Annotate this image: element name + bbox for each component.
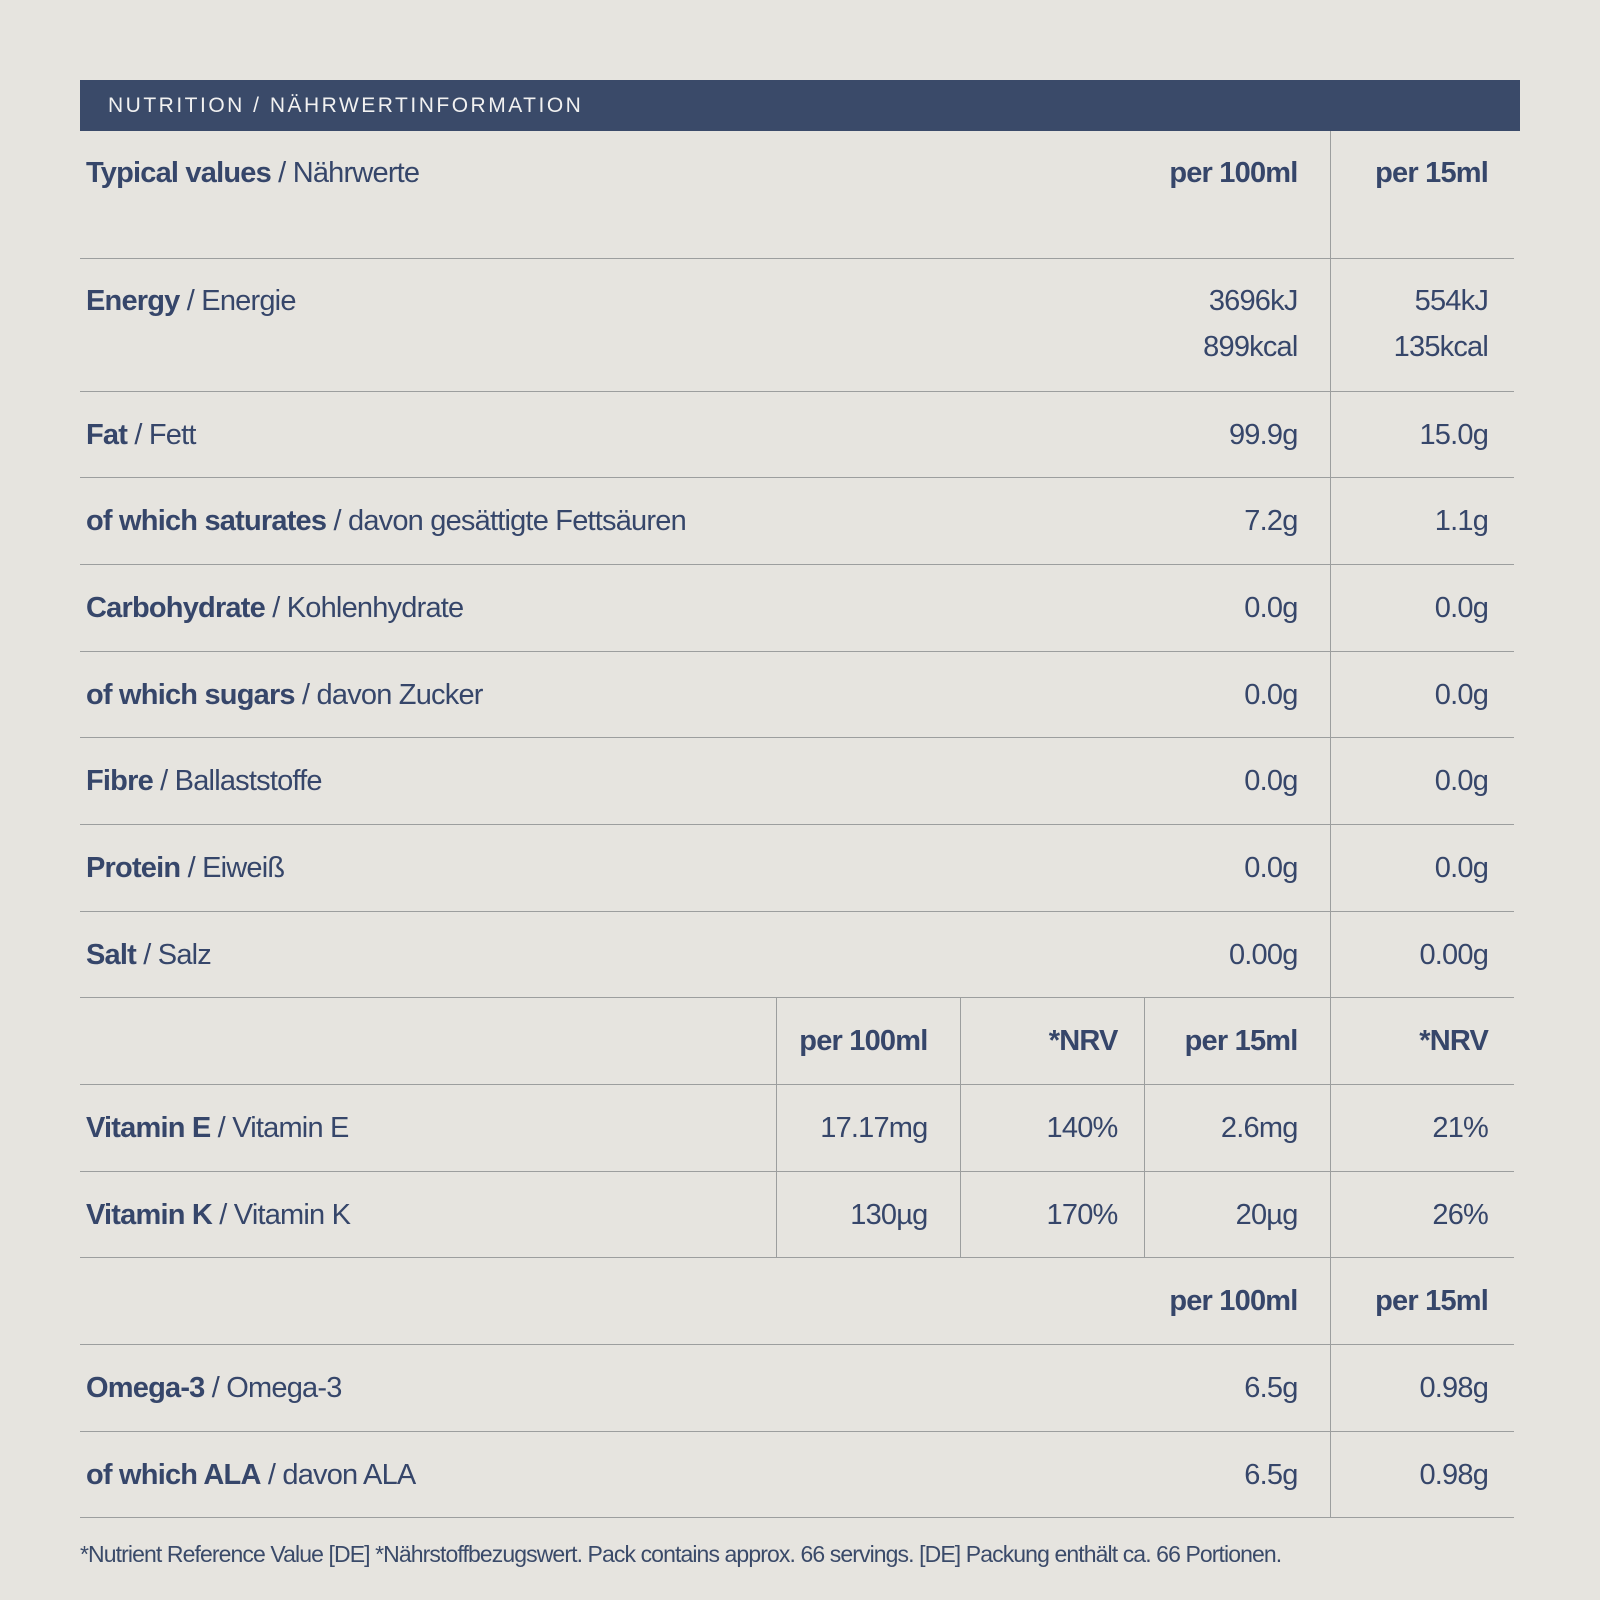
table-row: Fat / Fett 99.9g 15.0g <box>80 391 1515 479</box>
value-per-100ml: 7.2g <box>1144 477 1331 565</box>
row-label: Typical values / Nährwerte <box>80 131 1145 259</box>
table-row: of which ALA / davon ALA 6.5g 0.98g <box>80 1431 1515 1519</box>
value-per-15ml: 0.98g <box>1329 1431 1515 1519</box>
col-header-per-15ml: per 15ml <box>1143 997 1331 1085</box>
table-row: Protein / Eiweiß 0.0g 0.0g <box>80 824 1515 912</box>
section-header: NUTRITION / NÄHRWERTINFORMATION <box>80 80 1520 131</box>
value-nrv: 170% <box>959 1171 1145 1259</box>
table-row: Salt / Salz 0.00g 0.00g <box>80 911 1515 999</box>
row-label: Fat / Fett <box>80 391 1145 479</box>
value-per-100ml: 0.0g <box>1144 737 1331 825</box>
table-row: Vitamin E / Vitamin E 17.17mg 140% 2.6mg… <box>80 1084 1515 1172</box>
value-per-15ml: 0.0g <box>1329 564 1515 652</box>
col-header-per-100ml: per 100ml <box>775 997 960 1085</box>
table-row: of which saturates / davon gesättigte Fe… <box>80 477 1515 565</box>
vitamin-header-row: per 100ml *NRV per 15ml *NRV <box>80 997 1515 1085</box>
row-label: Vitamin E / Vitamin E <box>80 1084 776 1172</box>
table-row: Fibre / Ballaststoffe 0.0g 0.0g <box>80 737 1515 825</box>
row-label: Protein / Eiweiß <box>80 824 1145 912</box>
value-per-15ml: 15.0g <box>1329 391 1515 479</box>
value-per-100ml: 0.00g <box>1144 911 1331 999</box>
row-label: Vitamin K / Vitamin K <box>80 1171 776 1259</box>
value-per-100ml: 17.17mg <box>775 1084 960 1172</box>
col-header-nrv: *NRV <box>1329 997 1515 1085</box>
table-row: Energy / Energie 3696kJ 899kcal 554kJ 135k… <box>80 258 1515 392</box>
omega-header-row: per 100ml per 15ml <box>80 1257 1515 1346</box>
value-per-100ml: 3696kJ 899kcal <box>1144 258 1331 392</box>
value-per-15ml: 0.98g <box>1329 1344 1515 1432</box>
value-per-100ml: 0.0g <box>1144 824 1331 912</box>
value-per-15ml: 0.0g <box>1329 651 1515 739</box>
col-header-nrv: *NRV <box>959 997 1145 1085</box>
value-per-100ml: 0.0g <box>1144 651 1331 739</box>
value-per-100ml: 6.5g <box>1144 1431 1331 1519</box>
row-label: Salt / Salz <box>80 911 1145 999</box>
col-header-per-100ml: per 100ml <box>1144 131 1331 259</box>
col-header-per-100ml: per 100ml <box>1144 1257 1331 1346</box>
empty-cell <box>80 1257 1145 1346</box>
table-row: Vitamin K / Vitamin K 130µg 170% 20µg 26… <box>80 1171 1515 1259</box>
value-per-15ml: 554kJ 135kcal <box>1329 258 1515 392</box>
empty-cell <box>80 997 776 1085</box>
value-nrv: 26% <box>1329 1171 1515 1259</box>
row-label: Omega-3 / Omega-3 <box>80 1344 1145 1432</box>
col-header-per-15ml: per 15ml <box>1329 1257 1515 1346</box>
row-label: of which ALA / davon ALA <box>80 1431 1145 1519</box>
nutrition-table: Typical values / Nährwerte per 100ml per… <box>80 131 1515 1519</box>
value-per-100ml: 0.0g <box>1144 564 1331 652</box>
table-header-row: Typical values / Nährwerte per 100ml per… <box>80 131 1515 259</box>
value-per-15ml: 2.6mg <box>1143 1084 1331 1172</box>
row-label: Energy / Energie <box>80 258 1145 392</box>
table-row: of which sugars / davon Zucker 0.0g 0.0g <box>80 651 1515 739</box>
value-per-15ml: 0.0g <box>1329 737 1515 825</box>
row-label: Fibre / Ballaststoffe <box>80 737 1145 825</box>
table-row: Carbohydrate / Kohlenhydrate 0.0g 0.0g <box>80 564 1515 652</box>
value-nrv: 21% <box>1329 1084 1515 1172</box>
value-nrv: 140% <box>959 1084 1145 1172</box>
row-label: of which sugars / davon Zucker <box>80 651 1145 739</box>
value-per-100ml: 99.9g <box>1144 391 1331 479</box>
value-per-15ml: 0.00g <box>1329 911 1515 999</box>
value-per-15ml: 20µg <box>1143 1171 1331 1259</box>
col-header-per-15ml: per 15ml <box>1329 131 1515 259</box>
table-row: Omega-3 / Omega-3 6.5g 0.98g <box>80 1344 1515 1432</box>
value-per-15ml: 1.1g <box>1329 477 1515 565</box>
value-per-100ml: 6.5g <box>1144 1344 1331 1432</box>
footnote: *Nutrient Reference Value [DE] *Nährstof… <box>80 1541 1282 1567</box>
value-per-15ml: 0.0g <box>1329 824 1515 912</box>
row-label: of which saturates / davon gesättigte Fe… <box>80 477 1145 565</box>
row-label: Carbohydrate / Kohlenhydrate <box>80 564 1145 652</box>
value-per-100ml: 130µg <box>775 1171 960 1259</box>
